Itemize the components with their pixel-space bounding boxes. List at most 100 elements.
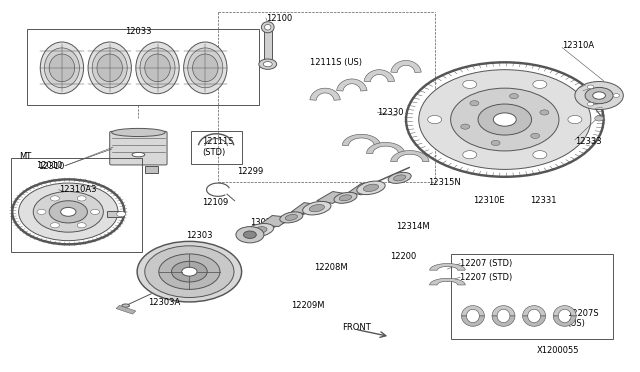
- Ellipse shape: [44, 48, 79, 88]
- Circle shape: [593, 92, 605, 99]
- Circle shape: [428, 115, 442, 124]
- Circle shape: [588, 85, 594, 89]
- Polygon shape: [429, 263, 465, 270]
- Text: 12331: 12331: [531, 196, 557, 205]
- Ellipse shape: [261, 22, 274, 33]
- Circle shape: [613, 94, 620, 97]
- Polygon shape: [291, 203, 317, 214]
- Polygon shape: [523, 316, 545, 326]
- Circle shape: [159, 254, 220, 289]
- Polygon shape: [553, 316, 576, 326]
- Ellipse shape: [280, 212, 303, 223]
- Circle shape: [61, 208, 76, 216]
- Ellipse shape: [356, 181, 385, 195]
- Ellipse shape: [339, 195, 351, 201]
- Circle shape: [77, 196, 86, 201]
- Text: (US): (US): [567, 319, 585, 328]
- Bar: [116, 305, 136, 314]
- FancyBboxPatch shape: [109, 131, 167, 165]
- Text: 12207 (STD): 12207 (STD): [460, 259, 513, 268]
- Ellipse shape: [388, 172, 411, 183]
- Text: 12333: 12333: [575, 137, 602, 146]
- Ellipse shape: [132, 153, 145, 157]
- Text: 12315N: 12315N: [428, 178, 461, 187]
- Circle shape: [461, 124, 470, 129]
- Text: 12109: 12109: [202, 198, 228, 207]
- Ellipse shape: [111, 128, 165, 137]
- Circle shape: [509, 93, 518, 99]
- Ellipse shape: [145, 54, 170, 82]
- Bar: [191, 131, 242, 164]
- Text: FRONT: FRONT: [342, 323, 371, 332]
- Circle shape: [588, 102, 594, 106]
- Ellipse shape: [264, 25, 271, 30]
- Circle shape: [51, 223, 60, 228]
- Ellipse shape: [303, 201, 331, 215]
- Ellipse shape: [193, 54, 218, 82]
- Polygon shape: [317, 192, 349, 203]
- Ellipse shape: [188, 48, 223, 88]
- Circle shape: [137, 241, 242, 302]
- Ellipse shape: [88, 42, 131, 94]
- Text: 12310E: 12310E: [473, 196, 504, 205]
- Polygon shape: [391, 61, 421, 73]
- Circle shape: [172, 261, 207, 282]
- Text: 12303A: 12303A: [148, 298, 180, 307]
- Circle shape: [49, 201, 88, 223]
- Ellipse shape: [92, 48, 127, 88]
- Text: 12207 (STD): 12207 (STD): [460, 273, 513, 282]
- Circle shape: [145, 246, 234, 298]
- Bar: [106, 211, 120, 217]
- Polygon shape: [553, 306, 576, 316]
- Circle shape: [568, 115, 582, 124]
- Circle shape: [491, 140, 500, 145]
- Circle shape: [463, 80, 477, 89]
- Circle shape: [77, 223, 86, 228]
- Ellipse shape: [245, 224, 274, 237]
- Polygon shape: [264, 31, 271, 61]
- Text: 12208M: 12208M: [314, 263, 348, 272]
- Text: 12303: 12303: [186, 231, 212, 240]
- Polygon shape: [461, 316, 484, 326]
- Text: 12310A: 12310A: [562, 41, 595, 50]
- Text: 12299: 12299: [237, 167, 264, 176]
- Text: (STD): (STD): [202, 148, 225, 157]
- Polygon shape: [461, 306, 484, 316]
- Circle shape: [533, 80, 547, 89]
- Text: 12330: 12330: [378, 108, 404, 117]
- Text: 12314M: 12314M: [396, 222, 430, 231]
- Circle shape: [585, 87, 613, 104]
- Circle shape: [478, 104, 532, 135]
- Polygon shape: [310, 88, 340, 100]
- Text: 12209M: 12209M: [291, 301, 325, 311]
- Text: 12207S: 12207S: [567, 309, 599, 318]
- Ellipse shape: [285, 214, 298, 220]
- Ellipse shape: [259, 59, 276, 69]
- Polygon shape: [391, 151, 429, 161]
- Polygon shape: [492, 306, 515, 316]
- Circle shape: [493, 113, 516, 126]
- Circle shape: [91, 209, 100, 214]
- Ellipse shape: [364, 184, 379, 192]
- Ellipse shape: [136, 42, 179, 94]
- Text: 12310A3: 12310A3: [59, 185, 96, 194]
- Circle shape: [470, 101, 479, 106]
- Ellipse shape: [140, 48, 175, 88]
- Polygon shape: [492, 316, 515, 326]
- Circle shape: [19, 183, 118, 241]
- Bar: [27, 29, 259, 105]
- Ellipse shape: [97, 54, 122, 82]
- Ellipse shape: [122, 304, 129, 307]
- Polygon shape: [523, 306, 545, 316]
- Circle shape: [451, 88, 559, 151]
- Ellipse shape: [252, 227, 267, 234]
- Text: 12111S (US): 12111S (US): [310, 58, 362, 67]
- Polygon shape: [259, 215, 291, 227]
- Circle shape: [540, 110, 549, 115]
- Ellipse shape: [263, 62, 272, 67]
- Ellipse shape: [184, 42, 227, 94]
- Circle shape: [33, 192, 103, 232]
- Polygon shape: [342, 134, 381, 145]
- Bar: [451, 254, 613, 339]
- Polygon shape: [367, 142, 404, 154]
